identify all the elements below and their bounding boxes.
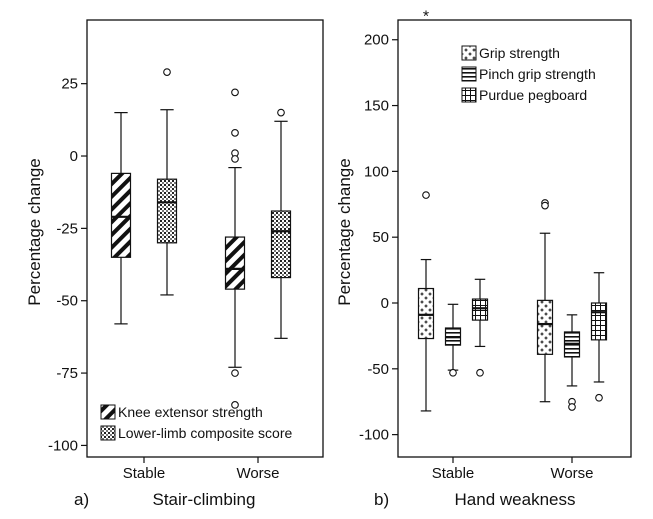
y-tick-label: 50 [372,229,389,246]
outlier-point [231,401,239,409]
boxplot [156,68,178,296]
panel-label-a: a) [74,490,89,509]
box [270,210,292,279]
legend-label-grip: Grip strength [479,45,560,61]
extreme-point: * [423,9,429,26]
box [156,178,178,244]
boxplot: * [417,9,435,412]
y-tick-label: 0 [381,295,389,312]
legend-swatch-composite [100,425,116,441]
plot-frame-b [397,19,632,458]
y-axis-b: 200 150 100 50 0 -50 -100 [359,32,398,444]
outlier-point [231,88,239,97]
panel-label-b: b) [374,490,389,509]
box [224,236,246,290]
legend-swatch-knee [100,404,116,420]
boxplots-a [110,68,292,409]
legend-swatch-purdue [461,87,477,103]
y-tick-label: 0 [70,148,78,165]
x-tick-label: Stable [432,465,475,482]
boxplot [444,303,462,377]
y-axis-label-a: Percentage change [25,158,44,305]
x-tick-label: Worse [550,465,593,482]
y-tick-label: -100 [359,427,389,444]
legend-label-pinch: Pinch grip strength [479,66,596,82]
boxplot [270,108,292,339]
boxplot [536,199,554,403]
panel-b: 200 150 100 50 0 -50 -100 * Stable Worse Percen… [335,9,632,509]
panel-a: 25 0 -25 -50 -75 -100 Stable Worse Percentage … [25,19,324,509]
plot-frame-a [86,19,324,458]
y-axis-label-b: Percentage change [335,158,354,305]
box [417,287,435,340]
box [590,302,608,341]
outlier-point [231,129,239,137]
y-tick-label: 100 [364,163,389,180]
outlier-point [568,403,576,411]
legend-label-composite: Lower-limb composite score [118,425,292,441]
outlier-point [595,393,603,402]
outlier-point [277,108,285,117]
y-tick-label: -100 [48,437,78,454]
x-tick-label: Worse [236,465,279,482]
y-tick-label: -25 [56,220,78,237]
y-tick-label: 25 [61,76,78,93]
legend-a: Knee extensor strength Lower-limb compos… [100,404,292,441]
panel-title-a: Stair-climbing [153,490,256,509]
outlier-point [163,68,171,76]
box [110,172,132,258]
legend-swatch-pinch [461,66,477,82]
boxplot [471,278,489,377]
boxplot [590,272,608,402]
y-axis-a: 25 0 -25 -50 -75 -100 [48,76,87,454]
boxplot [563,314,581,411]
outlier-point [422,191,430,199]
outlier-point [449,368,457,377]
outlier-point [231,369,239,377]
x-axis-b: Stable Worse [432,457,594,482]
box [536,299,554,355]
y-tick-label: -50 [367,361,389,378]
y-tick-label: -50 [56,293,78,310]
y-tick-label: -75 [56,365,78,382]
boxplots-b: * [417,9,608,412]
y-tick-label: 150 [364,98,389,115]
outlier-point [541,201,549,210]
y-tick-label: 200 [364,32,389,49]
x-tick-label: Stable [123,465,166,482]
boxplot [110,112,132,325]
legend-label-knee: Knee extensor strength [118,404,263,420]
boxplot [224,88,246,409]
x-axis-a: Stable Worse [123,457,280,482]
legend-label-purdue: Purdue pegboard [479,87,587,103]
outlier-point [476,368,484,377]
legend-swatch-grip [461,45,477,61]
box [471,298,489,321]
outlier-point [231,155,239,163]
panel-title-b: Hand weakness [455,490,576,509]
legend-b: Grip strength Pinch grip strength Purdue… [461,45,596,103]
